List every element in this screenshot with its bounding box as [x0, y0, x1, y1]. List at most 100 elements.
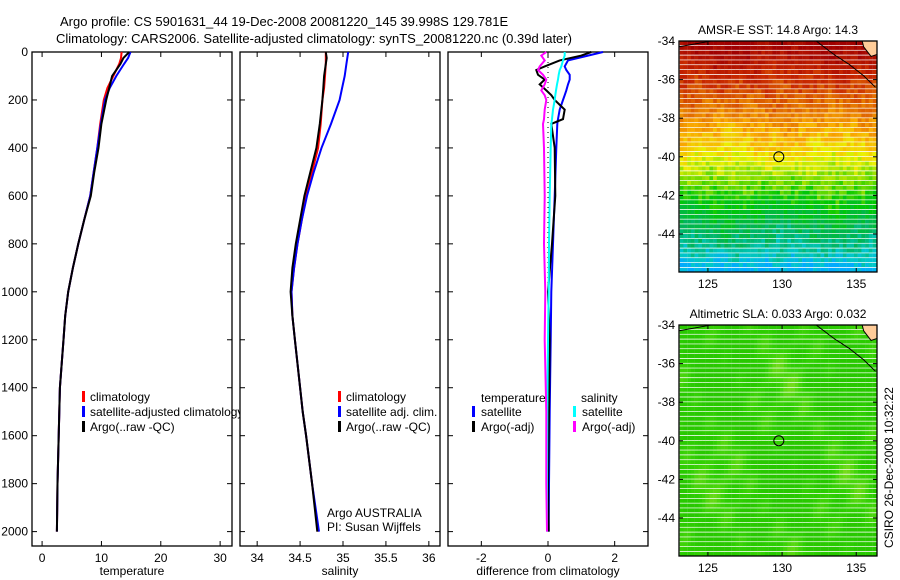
sla-cell	[716, 522, 721, 527]
sla-cell	[783, 474, 788, 479]
sla-cell	[761, 518, 766, 523]
sla-cell	[865, 426, 869, 431]
sst-cell	[702, 209, 706, 214]
sst-cell	[794, 224, 799, 229]
sla-cell	[824, 445, 829, 450]
sla-cell	[791, 368, 795, 373]
sst-cell	[831, 171, 836, 176]
sst-cell	[865, 94, 869, 99]
sst-cell	[868, 94, 873, 99]
sla-cell	[753, 358, 758, 363]
sst-cell	[694, 262, 699, 267]
sst-cell	[865, 258, 869, 263]
sst-cell	[802, 267, 806, 272]
sla-cell	[872, 474, 877, 479]
sst-cell	[872, 195, 877, 200]
sla-cell	[865, 440, 869, 445]
sla-cell	[835, 460, 840, 465]
sst-cell	[857, 103, 862, 108]
sst-cell	[868, 214, 873, 219]
sla-cell	[872, 421, 877, 426]
sst-cell	[820, 142, 825, 147]
sla-cell	[809, 518, 814, 523]
sla-cell	[813, 387, 818, 392]
sla-cell	[850, 378, 855, 383]
sst-cell	[816, 152, 821, 157]
sla-cell	[735, 450, 740, 455]
sst-cell	[805, 156, 810, 161]
sla-cell	[702, 527, 706, 532]
sst-cell	[742, 50, 747, 55]
sst-cell	[850, 195, 855, 200]
sst-cell	[709, 74, 714, 79]
sst-cell	[705, 156, 710, 161]
sla-cell	[742, 508, 747, 513]
sla-cell	[716, 479, 721, 484]
sst-cell	[694, 267, 699, 272]
sla-cell	[802, 344, 806, 349]
sst-cell	[720, 190, 725, 195]
sst-cell	[690, 161, 695, 166]
sla-cell	[742, 397, 747, 402]
sla-cell	[828, 440, 832, 445]
sst-cell	[724, 79, 729, 84]
sst-cell	[742, 176, 747, 181]
sla-cell	[702, 411, 706, 416]
sla-cell	[742, 387, 747, 392]
sst-cell	[850, 156, 855, 161]
sla-cell	[828, 397, 832, 402]
sst-cell	[727, 84, 732, 89]
sla-cell	[816, 363, 821, 368]
sst-cell	[698, 185, 703, 190]
sst-cell	[705, 118, 710, 123]
sst-cell	[687, 267, 692, 272]
sla-cell	[698, 382, 703, 387]
sla-cell	[820, 416, 825, 421]
sst-cell	[857, 98, 862, 103]
sst-cell	[724, 89, 729, 94]
sst-cell	[816, 229, 821, 234]
sst-cell	[813, 234, 818, 239]
sst-cell	[857, 156, 862, 161]
sst-cell	[746, 234, 751, 239]
sst-cell	[850, 214, 855, 219]
sla-cell	[805, 522, 810, 527]
sst-cell	[679, 171, 684, 176]
sla-cell	[679, 358, 684, 363]
sst-cell	[776, 219, 780, 224]
sla-cell	[731, 349, 736, 354]
sst-cell	[716, 214, 721, 219]
sst-cell	[861, 180, 866, 185]
sla-cell	[716, 329, 721, 334]
sst-cell	[798, 137, 803, 142]
sst-cell	[820, 238, 825, 243]
sst-cell	[842, 214, 847, 219]
sst-cell	[694, 123, 699, 128]
sst-cell	[868, 161, 873, 166]
sla-cell	[854, 440, 858, 445]
sst-cell	[868, 156, 873, 161]
sst-cell	[731, 161, 736, 166]
sst-cell	[724, 55, 729, 60]
sla-cell	[861, 397, 866, 402]
x-tick-label: 35	[336, 551, 350, 565]
sst-cell	[698, 152, 703, 157]
sla-cell	[761, 513, 766, 518]
sla-cell	[679, 522, 684, 527]
sst-cell	[798, 243, 803, 248]
sst-cell	[739, 123, 743, 128]
sst-cell	[694, 219, 699, 224]
sst-cell	[820, 45, 825, 50]
sst-cell	[842, 137, 847, 142]
sla-cell	[735, 402, 740, 407]
sla-cell	[765, 368, 769, 373]
sst-cell	[716, 127, 721, 132]
sla-cell	[868, 474, 873, 479]
sla-cell	[742, 339, 747, 344]
sst-cell	[776, 267, 780, 272]
sla-cell	[765, 382, 769, 387]
sla-cell	[768, 474, 773, 479]
sst-cell	[683, 118, 688, 123]
sst-cell	[772, 103, 777, 108]
sst-cell	[854, 147, 858, 152]
